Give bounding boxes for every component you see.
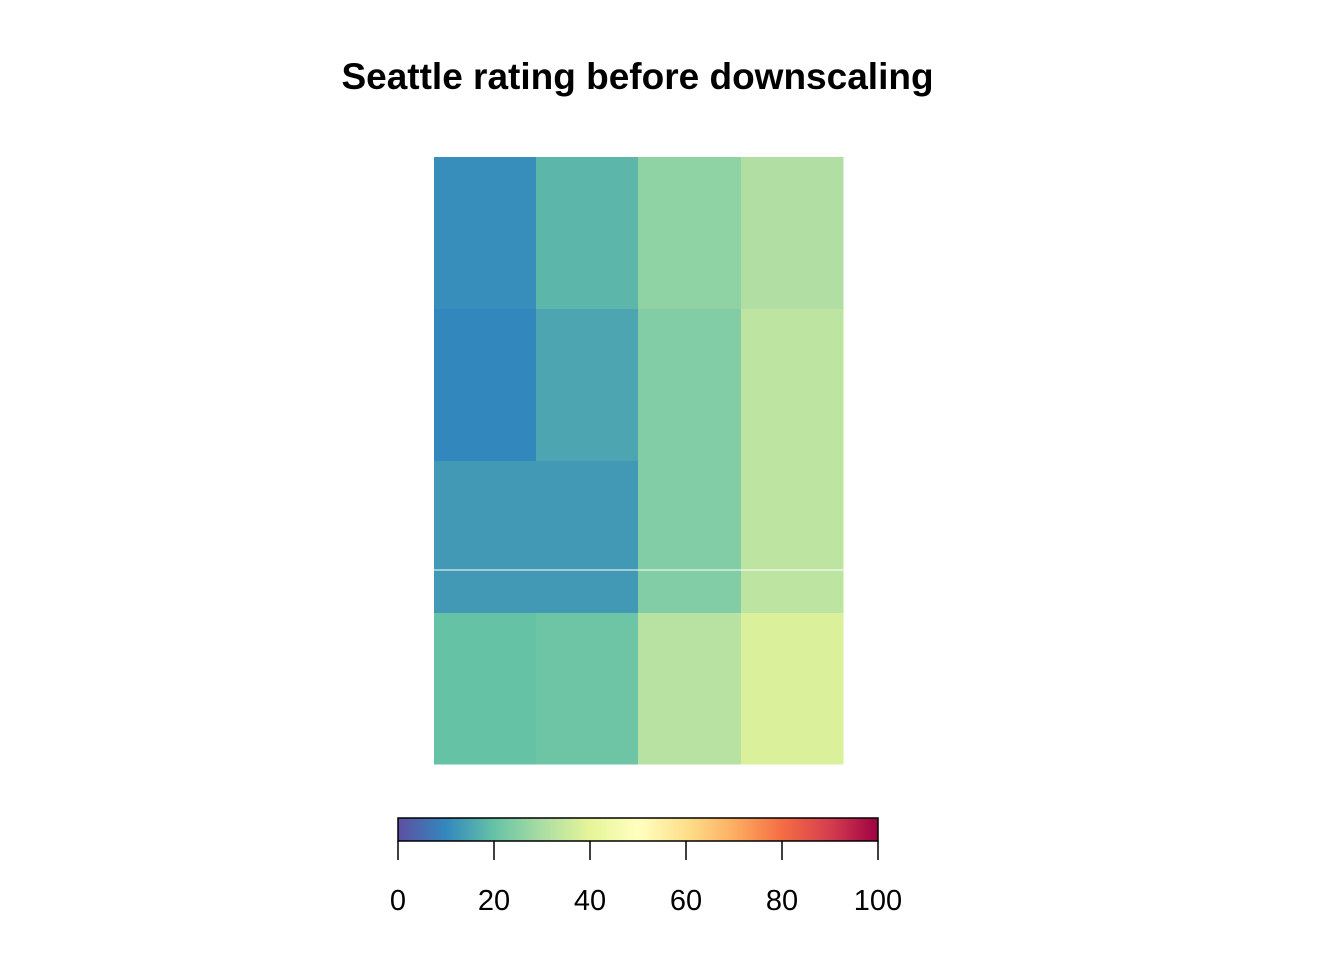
colorbar-tick-label: 20 [478, 885, 510, 917]
heatmap-cell [536, 613, 639, 765]
heatmap-cell [434, 157, 537, 310]
colorbar-tick-label: 100 [854, 885, 902, 917]
colorbar-tick-label: 60 [670, 885, 702, 917]
colorbar-gradient [397, 817, 879, 842]
heatmap-cell [741, 157, 844, 310]
colorbar-tick-label: 40 [574, 885, 606, 917]
heatmap-cell [638, 157, 742, 310]
colorbar-tick-label: 0 [390, 885, 406, 917]
heatmap-cell [638, 570, 742, 614]
heatmap-cell [741, 309, 844, 462]
heatmap-cell [638, 461, 742, 571]
heatmap-cell [638, 309, 742, 462]
heatmap-cell [741, 461, 844, 571]
heatmap-cell [536, 309, 639, 462]
heatmap-cell [434, 461, 537, 571]
heatmap-grid [434, 157, 844, 765]
colorbar-tick-label: 80 [766, 885, 798, 917]
heatmap-cell [536, 570, 639, 614]
colorbar: 0 20 40 60 80 100 [390, 817, 902, 917]
chart-title: Seattle rating before downscaling [341, 56, 934, 97]
heatmap-cell [434, 309, 537, 462]
heatmap-cell [434, 613, 537, 765]
heatmap-cell [536, 461, 639, 571]
heatmap-cell [434, 570, 537, 614]
heatmap-cell [638, 613, 742, 765]
heatmap-cell [536, 157, 639, 310]
heatmap-cell [741, 613, 844, 765]
heatmap-cell [741, 570, 844, 614]
